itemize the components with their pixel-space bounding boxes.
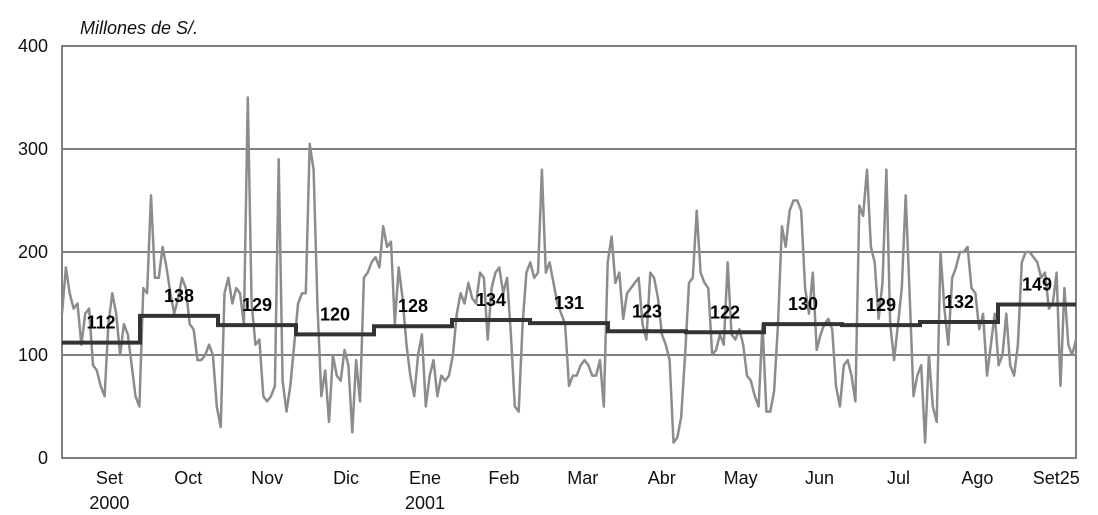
average-value-label: 129 (242, 295, 272, 315)
y-tick-label: 100 (18, 345, 48, 365)
average-value-label: 130 (788, 294, 818, 314)
y-tick-label: 0 (38, 448, 48, 468)
average-value-label: 134 (476, 290, 506, 310)
y-tick-label: 300 (18, 139, 48, 159)
average-value-label: 112 (86, 313, 115, 333)
x-tick-label: Dic (333, 468, 359, 488)
x-year-label: 2000 (89, 493, 129, 513)
y-tick-label: 400 (18, 36, 48, 56)
y-axis-ticks: 0 100 200 300 400 (18, 36, 48, 468)
x-tick-label: Abr (648, 468, 676, 488)
average-value-label: 123 (632, 301, 662, 321)
x-tick-label: Jul (887, 468, 910, 488)
x-tick-label: May (724, 468, 758, 488)
average-value-label: 122 (710, 302, 740, 322)
average-value-label: 129 (866, 295, 896, 315)
y-tick-label: 200 (18, 242, 48, 262)
average-value-label: 128 (398, 296, 428, 316)
y-axis-unit-label: Millones de S/. (80, 18, 198, 38)
x-tick-label: Set (96, 468, 123, 488)
average-labels: 112 138 129 120 128 134 131 123 122 130 129 132 149 (86, 275, 1052, 333)
x-tick-label: Feb (488, 468, 519, 488)
average-value-label: 138 (164, 286, 194, 306)
average-value-label: 132 (944, 292, 974, 312)
x-tick-label: Set25 (1033, 468, 1080, 488)
x-year-label: 2001 (405, 493, 445, 513)
x-tick-label: Oct (174, 468, 202, 488)
x-tick-label: Mar (567, 468, 598, 488)
average-value-label: 120 (320, 304, 350, 324)
average-value-label: 131 (554, 293, 584, 313)
x-tick-label: Jun (805, 468, 834, 488)
x-tick-label: Ene (409, 468, 441, 488)
x-tick-label: Nov (251, 468, 283, 488)
monthly-average-line (62, 302, 1076, 345)
x-tick-label: Ago (961, 468, 993, 488)
series-layer (60, 96, 1078, 444)
plot-area-frame (61, 45, 1077, 459)
x-axis-ticks: Set 2000 Oct Nov Dic Ene 2001 Feb Mar Abr May Jun Ju… (89, 468, 1079, 513)
daily-series-line (60, 96, 1078, 444)
average-value-label: 149 (1022, 275, 1052, 295)
